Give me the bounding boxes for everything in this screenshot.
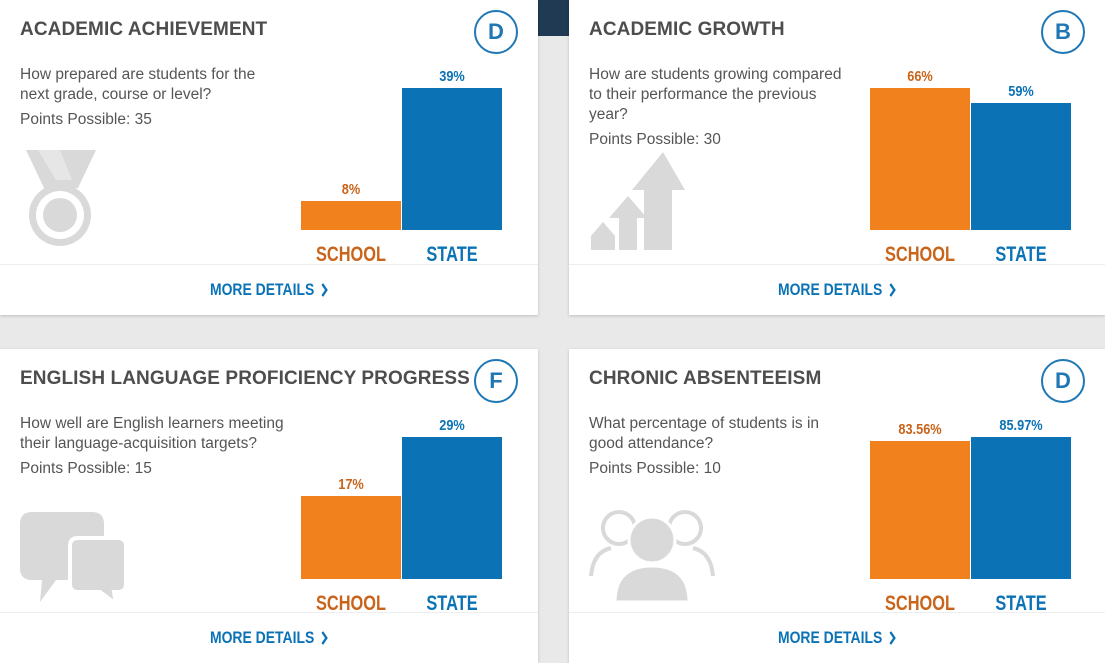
axis-label-school: SCHOOL xyxy=(315,592,387,615)
speech-bubbles-icon xyxy=(20,512,128,604)
card-question: What percentage of students is in good a… xyxy=(589,414,854,479)
axis-label-state: STATE xyxy=(426,243,478,266)
bar-state xyxy=(402,88,502,230)
more-details-label: MORE DETAILS xyxy=(209,280,315,299)
grade-badge: F xyxy=(474,359,518,403)
more-details-link[interactable]: MORE DETAILS xyxy=(210,280,328,300)
more-details-link[interactable]: MORE DETAILS xyxy=(210,628,328,648)
value-label-school: 83.56% xyxy=(898,421,942,438)
question-text: How prepared are students for the next g… xyxy=(20,66,256,103)
bar-chart: 66% 59% SCHOOL STATE xyxy=(870,60,1071,270)
bar-state xyxy=(402,437,502,579)
axis-label-state: STATE xyxy=(995,592,1047,615)
value-label-school: 66% xyxy=(907,68,933,85)
bar-school xyxy=(301,496,401,579)
medal-icon xyxy=(26,150,96,246)
more-details-link[interactable]: MORE DETAILS xyxy=(778,628,896,648)
axis-label-school: SCHOOL xyxy=(884,592,956,615)
card-footer: MORE DETAILS xyxy=(569,612,1105,663)
axis-label-school: SCHOOL xyxy=(315,243,387,266)
card-title: ENGLISH LANGUAGE PROFICIENCY PROGRESS xyxy=(20,368,470,389)
points-possible: Points Possible: 15 xyxy=(20,460,152,477)
bar-state xyxy=(971,437,1071,579)
axis-label-school: SCHOOL xyxy=(884,243,956,266)
bar-chart: 17% 29% SCHOOL STATE xyxy=(301,409,502,619)
people-group-icon xyxy=(589,510,715,604)
axis-label-state: STATE xyxy=(995,243,1047,266)
question-text: How well are English learners meeting th… xyxy=(20,415,284,452)
more-details-label: MORE DETAILS xyxy=(777,280,883,299)
bar-school xyxy=(870,441,970,579)
points-possible: Points Possible: 10 xyxy=(589,460,721,477)
value-label-state: 85.97% xyxy=(999,417,1043,434)
value-label-school: 17% xyxy=(338,476,364,493)
more-details-label: MORE DETAILS xyxy=(209,628,315,647)
value-label-state: 39% xyxy=(439,68,465,85)
card-footer: MORE DETAILS xyxy=(0,264,538,315)
bar-chart: 83.56% 85.97% SCHOOL STATE xyxy=(870,409,1071,619)
growth-arrows-icon xyxy=(591,152,685,250)
card-title: CHRONIC ABSENTEEISM xyxy=(589,368,822,389)
card-footer: MORE DETAILS xyxy=(569,264,1105,315)
question-text: What percentage of students is in good a… xyxy=(589,415,820,452)
points-possible: Points Possible: 35 xyxy=(20,111,152,128)
grade-badge: B xyxy=(1041,10,1085,54)
more-details-link[interactable]: MORE DETAILS xyxy=(778,280,896,300)
card-academic-growth: ACADEMIC GROWTH B How are students growi… xyxy=(569,0,1105,315)
chevron-right-icon xyxy=(889,631,896,645)
more-details-label: MORE DETAILS xyxy=(777,628,883,647)
card-title: ACADEMIC ACHIEVEMENT xyxy=(20,19,268,40)
bar-school xyxy=(870,88,970,230)
value-label-state: 29% xyxy=(439,417,465,434)
card-question: How are students growing compared to the… xyxy=(589,65,854,150)
card-footer: MORE DETAILS xyxy=(0,612,538,663)
value-label-school: 8% xyxy=(341,181,361,198)
card-question: How prepared are students for the next g… xyxy=(20,65,285,130)
value-label-state: 59% xyxy=(1008,83,1034,100)
grade-badge: D xyxy=(1041,359,1085,403)
bar-chart: 8% 39% SCHOOL STATE xyxy=(301,60,502,270)
question-text: How are students growing compared to the… xyxy=(589,66,842,123)
chevron-right-icon xyxy=(321,631,328,645)
card-english-language-proficiency: ENGLISH LANGUAGE PROFICIENCY PROGRESS F … xyxy=(0,349,538,663)
header-tab-strip xyxy=(538,0,569,36)
chevron-right-icon xyxy=(321,283,328,297)
card-title: ACADEMIC GROWTH xyxy=(589,19,785,40)
axis-label-state: STATE xyxy=(426,592,478,615)
card-question: How well are English learners meeting th… xyxy=(20,414,285,479)
bar-state xyxy=(971,103,1071,230)
points-possible: Points Possible: 30 xyxy=(589,131,721,148)
bar-school xyxy=(301,201,401,230)
grade-badge: D xyxy=(474,10,518,54)
card-chronic-absenteeism: CHRONIC ABSENTEEISM D What percentage of… xyxy=(569,349,1105,663)
card-academic-achievement: ACADEMIC ACHIEVEMENT D How prepared are … xyxy=(0,0,538,315)
chevron-right-icon xyxy=(889,283,896,297)
